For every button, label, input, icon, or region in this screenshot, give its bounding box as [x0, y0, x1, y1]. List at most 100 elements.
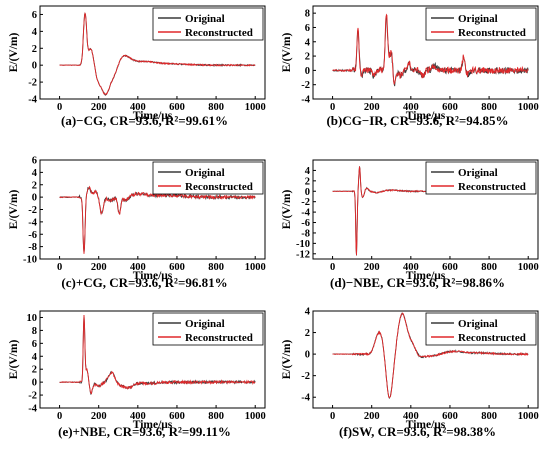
- y-tick-label: -2: [28, 391, 37, 402]
- y-tick-label: 2: [32, 180, 37, 191]
- y-tick-label: 10: [27, 313, 38, 324]
- y-tick-label: 4: [32, 168, 38, 179]
- chart-panel-4: 0 200 400 600 800 1000-12-10-8-6-4-2024Time/μ…: [281, 159, 539, 290]
- x-axis-label: Time/μs: [133, 110, 173, 122]
- y-tick-label: 0: [305, 66, 310, 77]
- y-tick-label: 2: [305, 176, 310, 187]
- y-tick-label: 4: [305, 37, 311, 48]
- y-tick-label: -6: [28, 230, 37, 241]
- legend-label-reconstructed: Reconstructed: [458, 27, 526, 39]
- legend-label-original: Original: [458, 167, 498, 179]
- y-tick-label: -4: [28, 95, 37, 106]
- series-reconstructed: [59, 11, 256, 96]
- y-tick-label: 0: [305, 350, 310, 361]
- series-reconstructed: [332, 13, 529, 85]
- legend-box: [425, 161, 537, 195]
- panel-caption: (d)−NBE, CR=93.6, R²=98.86%: [330, 275, 505, 290]
- x-tick-label: 400: [130, 102, 146, 113]
- y-tick-label: -8: [28, 242, 37, 253]
- x-tick-label: 200: [364, 102, 380, 113]
- y-tick-label: -12: [296, 249, 310, 260]
- chart-panel-3: 0 200 400 600 800 1000-10-8-6-4-20246Time/μsE…: [8, 156, 266, 291]
- y-axis-label: E/(V/m): [8, 340, 20, 380]
- x-axis-label: Time/μs: [406, 419, 446, 431]
- x-tick-label: 800: [208, 411, 224, 422]
- y-tick-label: -4: [28, 217, 37, 228]
- y-tick-label: 4: [32, 352, 38, 363]
- y-tick-label: 2: [32, 44, 37, 55]
- y-axis-label: E/(V/m): [281, 190, 293, 230]
- y-tick-label: 8: [305, 9, 310, 20]
- x-axis-label: Time/μs: [406, 270, 446, 282]
- y-axis-label: E/(V/m): [281, 340, 293, 380]
- y-tick-label: 0: [305, 187, 310, 198]
- y-axis-label: E/(V/m): [8, 33, 20, 73]
- y-tick-label: 8: [32, 326, 37, 337]
- x-tick-label: 1000: [245, 102, 266, 113]
- y-tick-label: 4: [305, 307, 311, 318]
- x-tick-label: 1000: [518, 102, 539, 113]
- y-tick-label: 2: [305, 328, 310, 339]
- x-tick-label: 0: [330, 102, 335, 113]
- x-axis-label: Time/μs: [133, 419, 173, 431]
- y-tick-label: -2: [301, 371, 310, 382]
- x-tick-label: 800: [481, 411, 497, 422]
- panel-caption: (c)+CG, CR=93.6, R²=96.81%: [61, 275, 227, 290]
- legend-box: [152, 312, 264, 346]
- x-axis-label: Time/μs: [406, 110, 446, 122]
- legend-label-reconstructed: Reconstructed: [458, 332, 526, 344]
- x-tick-label: 400: [403, 102, 419, 113]
- x-tick-label: 800: [481, 262, 497, 273]
- y-tick-label: -8: [301, 228, 310, 239]
- y-tick-label: -10: [23, 255, 37, 266]
- legend-box: [425, 312, 537, 346]
- x-tick-label: 600: [442, 102, 458, 113]
- y-axis-label: E/(V/m): [281, 33, 293, 73]
- x-tick-label: 1000: [245, 411, 266, 422]
- x-tick-label: 400: [403, 262, 419, 273]
- legend-label-reconstructed: Reconstructed: [185, 332, 253, 344]
- series-reconstructed: [59, 314, 256, 395]
- legend-label-reconstructed: Reconstructed: [185, 27, 253, 39]
- legend-label-reconstructed: Reconstructed: [185, 181, 253, 193]
- legend-label-reconstructed: Reconstructed: [458, 181, 526, 193]
- x-tick-label: 200: [364, 411, 380, 422]
- legend-box: [152, 161, 264, 195]
- y-axis-label: E/(V/m): [8, 190, 20, 230]
- y-tick-label: -10: [296, 239, 310, 250]
- legend-label-original: Original: [458, 13, 498, 25]
- chart-panel-2: 0 200 400 600 800 1000 -4 -2 0 2 4 6 8 Time/μs E/(V/m)…: [281, 5, 539, 128]
- series-reconstructed: [59, 185, 256, 254]
- legend-label-original: Original: [185, 13, 225, 25]
- chart-panel-6: 0 200 400 600 800 1000 -4 -2 0 2 4 Time/μs E/(V/m) Or…: [281, 307, 539, 440]
- x-tick-label: 600: [169, 411, 185, 422]
- x-tick-label: 800: [481, 102, 497, 113]
- legend-box: [425, 7, 537, 41]
- x-tick-label: 800: [208, 262, 224, 273]
- y-tick-label: 6: [32, 10, 37, 21]
- y-tick-label: 4: [32, 27, 38, 38]
- panel-caption: (f)SW, CR=93.6, R²=98.38%: [339, 424, 496, 439]
- y-tick-label: -4: [301, 393, 310, 404]
- x-tick-label: 200: [91, 262, 107, 273]
- legend-box: [152, 7, 264, 41]
- x-tick-label: 0: [330, 411, 335, 422]
- y-tick-label: -4: [28, 404, 37, 415]
- x-tick-label: 1000: [518, 262, 539, 273]
- x-tick-label: 600: [169, 262, 185, 273]
- y-tick-label: 6: [32, 339, 37, 350]
- x-tick-label: 600: [442, 262, 458, 273]
- chart-panel-5: 0 200 400 600 800 1000 -4 -2 0 2 4 6 8 10 Time/μs E/(V/…: [8, 310, 266, 439]
- x-tick-label: 1000: [518, 411, 539, 422]
- x-axis-label: Time/μs: [133, 270, 173, 282]
- chart-panel-1: 0 200 400 600 800 1000 -4 -2 0 2 4 6 Time/μs E/(V/m) O…: [8, 5, 266, 128]
- x-tick-label: 0: [57, 102, 62, 113]
- y-tick-label: 4: [305, 166, 311, 177]
- legend-label-original: Original: [458, 318, 498, 330]
- x-tick-label: 600: [442, 411, 458, 422]
- legend-label-original: Original: [185, 318, 225, 330]
- x-tick-label: 600: [169, 102, 185, 113]
- y-tick-label: 2: [32, 365, 37, 376]
- panel-caption: (a)−CG, CR=93.6, R²=99.61%: [61, 113, 228, 128]
- panel-caption: (e)+NBE, CR=93.6, R²=99.11%: [58, 424, 231, 439]
